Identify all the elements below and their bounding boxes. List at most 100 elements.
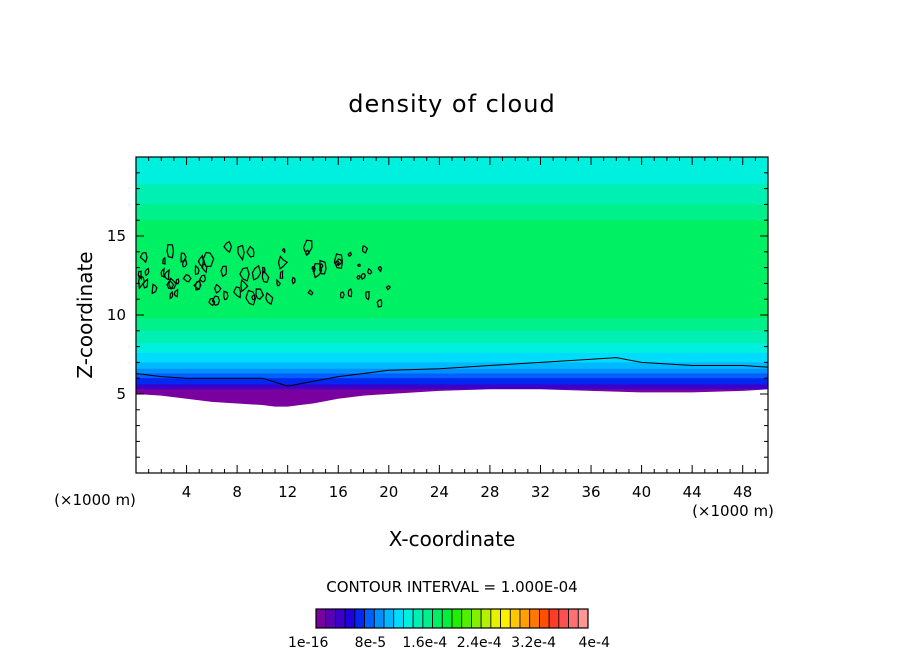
contour-squiggle [144, 267, 150, 277]
x-tick-label: 4 [182, 483, 192, 501]
colorbar-swatch [529, 608, 540, 629]
contour-squiggle [281, 248, 286, 254]
chart-title: density of cloud [348, 90, 555, 118]
contour-squiggle [166, 280, 175, 290]
colorbar-tick-label: 8e-5 [355, 635, 386, 651]
colorbar-swatch [412, 608, 424, 629]
contour-squiggle [385, 285, 391, 291]
contour-squiggle [194, 279, 202, 291]
contour-squiggle [277, 255, 289, 270]
y-axis: 5 10 15 [107, 172, 768, 458]
colorbar-swatch [509, 608, 521, 629]
contour-squiggle [138, 275, 145, 290]
colorbar-swatch [490, 608, 501, 629]
contour-squiggle [173, 288, 179, 298]
contour-squiggle [166, 243, 175, 259]
colorbar-swatch [441, 608, 453, 629]
contour-squiggle [220, 265, 228, 278]
contour-squiggle [255, 288, 265, 300]
y-tick-label: 15 [107, 227, 126, 245]
x-tick-label: 8 [232, 483, 242, 501]
contour-squiggle [360, 272, 367, 280]
colorbar-swatch [393, 608, 404, 629]
contour-squiggle [175, 278, 180, 285]
contour-squiggle [339, 291, 345, 299]
colorbar-swatch [539, 608, 550, 629]
contour-squiggle [137, 270, 142, 281]
contour-squiggle [311, 266, 316, 273]
x-axis: 4 8 12 16 20 24 28 32 36 40 44 48 [148, 157, 756, 501]
contour-squiggle [377, 265, 383, 273]
contour-line [136, 357, 768, 387]
contour-squiggle [223, 290, 229, 301]
colorbar-swatch [558, 608, 569, 629]
colorbar-swatch [344, 608, 356, 629]
x-tick-label: 12 [278, 483, 297, 501]
colorbar-swatch [548, 608, 560, 629]
contour-squiggle [182, 273, 192, 283]
x-tick-label: 48 [733, 483, 752, 501]
contour-squiggle [199, 274, 207, 283]
colorbar-swatch [335, 608, 346, 629]
contour-squiggle [291, 276, 296, 285]
contour-squiggle [239, 266, 250, 282]
colorbar-tick-label: 3.2e-4 [511, 635, 556, 651]
x-tick-label: 36 [581, 483, 600, 501]
clear-air-region [136, 389, 768, 473]
contour-squiggle [160, 267, 165, 278]
contour-squiggle [302, 239, 313, 257]
contour-squiggle [319, 259, 327, 275]
contour-squiggle [194, 264, 200, 276]
colorbar-swatch [471, 608, 482, 629]
colorbar-swatch [325, 608, 336, 629]
contour-squiggle [223, 240, 233, 254]
contour-squiggle [347, 288, 353, 298]
contour-squiggle [211, 295, 221, 306]
colorbar-tick-label: 1.6e-4 [402, 635, 447, 651]
y-tick-label: 5 [116, 385, 126, 403]
colorbar-tick-label: 1e-16 [288, 635, 328, 651]
contour-squiggle [347, 251, 353, 257]
x-tick-label: 32 [531, 483, 550, 501]
colorbar-swatch [315, 608, 327, 629]
contour-squiggle [356, 263, 361, 268]
x-tick-label: 20 [379, 483, 398, 501]
contour-squiggle [139, 251, 148, 264]
contour-squiggle [240, 279, 249, 293]
contour-squiggle [214, 283, 222, 294]
contour-squiggle [361, 245, 369, 254]
colorbar [315, 608, 589, 629]
contour-squiggle [169, 290, 174, 300]
colorbar-tick-label: 2.4e-4 [457, 635, 502, 651]
contour-noise-marks [137, 239, 391, 308]
x-tick-label: 28 [480, 483, 499, 501]
colorbar-tick-label: 4e-4 [579, 635, 611, 651]
colorbar-frame [315, 608, 589, 629]
colorbar-swatch [500, 608, 511, 629]
colorbar-swatch [403, 608, 414, 629]
contour-squiggle [232, 286, 242, 299]
contour-squiggle [251, 264, 262, 281]
colorbar-swatch [364, 608, 375, 629]
contour-squiggle [276, 278, 281, 287]
colorbar-swatch [354, 608, 365, 629]
contour-squiggle [197, 254, 204, 269]
contour-squiggle [376, 298, 383, 308]
contour-squiggle [366, 267, 373, 275]
x-tick-label: 40 [632, 483, 651, 501]
contour-squiggle [307, 289, 314, 296]
colorbar-swatch [577, 608, 589, 629]
contour-squiggle [237, 244, 245, 262]
contour-squiggle [365, 291, 370, 301]
x-tick-label: 44 [683, 483, 702, 501]
contour-squiggle [245, 289, 257, 306]
contour-squiggle [162, 256, 166, 265]
colorbar-swatch [432, 608, 443, 629]
x-tick-label: 24 [430, 483, 449, 501]
contour-squiggle [168, 277, 177, 290]
contour-squiggle [181, 258, 188, 268]
contour-squiggle [279, 269, 284, 279]
colorbar-swatch [519, 608, 531, 629]
x-unit-label-left: (×1000 m) [54, 491, 136, 509]
contour-squiggle [246, 245, 255, 258]
